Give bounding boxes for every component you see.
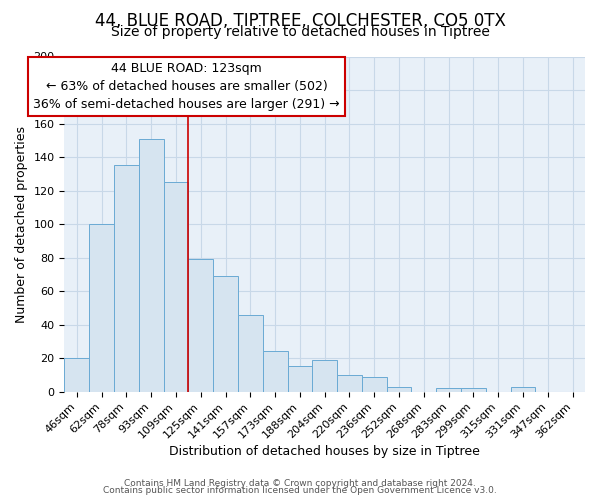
Bar — [436, 388, 461, 392]
Bar — [238, 314, 263, 392]
Y-axis label: Number of detached properties: Number of detached properties — [15, 126, 28, 322]
Bar — [188, 260, 213, 392]
Bar — [511, 386, 535, 392]
Text: Contains HM Land Registry data © Crown copyright and database right 2024.: Contains HM Land Registry data © Crown c… — [124, 478, 476, 488]
Text: Size of property relative to detached houses in Tiptree: Size of property relative to detached ho… — [110, 25, 490, 39]
Text: 44, BLUE ROAD, TIPTREE, COLCHESTER, CO5 0TX: 44, BLUE ROAD, TIPTREE, COLCHESTER, CO5 … — [95, 12, 505, 30]
Text: Contains public sector information licensed under the Open Government Licence v3: Contains public sector information licen… — [103, 486, 497, 495]
Bar — [263, 352, 287, 392]
X-axis label: Distribution of detached houses by size in Tiptree: Distribution of detached houses by size … — [169, 444, 480, 458]
Bar — [362, 376, 386, 392]
Text: 44 BLUE ROAD: 123sqm
← 63% of detached houses are smaller (502)
36% of semi-deta: 44 BLUE ROAD: 123sqm ← 63% of detached h… — [34, 62, 340, 110]
Bar — [89, 224, 114, 392]
Bar — [461, 388, 486, 392]
Bar — [164, 182, 188, 392]
Bar — [337, 375, 362, 392]
Bar — [386, 386, 412, 392]
Bar — [287, 366, 313, 392]
Bar — [114, 166, 139, 392]
Bar — [139, 138, 164, 392]
Bar — [64, 358, 89, 392]
Bar — [313, 360, 337, 392]
Bar — [213, 276, 238, 392]
